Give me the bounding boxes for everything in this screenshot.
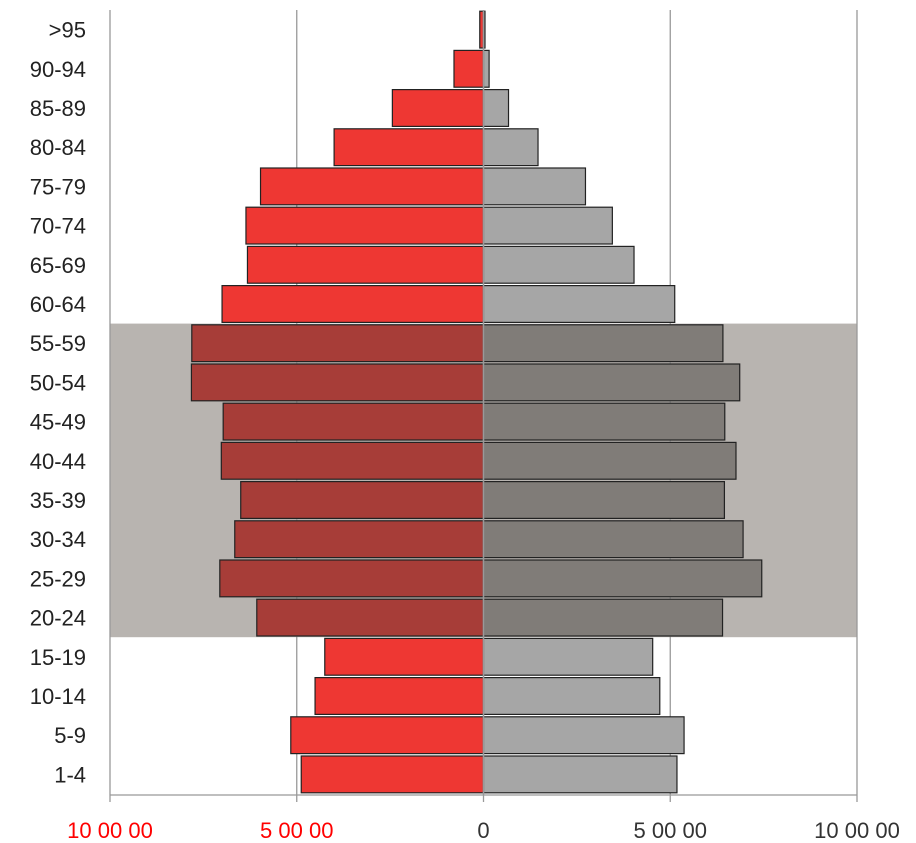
category-label: 10-14 — [30, 684, 86, 709]
right-bar-50-54 — [482, 363, 741, 402]
category-label: 35-39 — [30, 488, 86, 513]
right-bar-25-29 — [482, 559, 763, 598]
left-bar-50-54 — [190, 363, 485, 402]
x-tick-label: 5 00 00 — [260, 818, 333, 843]
category-label: 30-34 — [30, 527, 86, 552]
right-bar-20-24 — [482, 598, 724, 637]
left-bar-15-19 — [324, 637, 485, 676]
category-label: 90-94 — [30, 57, 86, 82]
right-bar-60-64 — [482, 285, 676, 324]
category-label: 70-74 — [30, 214, 86, 239]
left-bar-35-39 — [240, 481, 485, 520]
category-label: 60-64 — [30, 292, 86, 317]
right-bar-90-94 — [482, 49, 490, 88]
left-bar-55-59 — [191, 324, 485, 363]
right-bar-75-79 — [482, 167, 587, 206]
left-bar-5-9 — [290, 716, 485, 755]
right-bar-55-59 — [482, 324, 724, 363]
right-bar-70-74 — [482, 206, 613, 245]
category-label: 55-59 — [30, 331, 86, 356]
right-bar-35-39 — [482, 481, 726, 520]
right-bar-10-14 — [482, 676, 661, 715]
category-label: 50-54 — [30, 370, 86, 395]
left-bar-1-4 — [300, 755, 485, 794]
left-bar-40-44 — [220, 441, 485, 480]
x-tick-label: 10 00 00 — [67, 818, 153, 843]
category-label: 85-89 — [30, 96, 86, 121]
category-label: 5-9 — [54, 723, 86, 748]
right-bar-30-34 — [482, 520, 744, 559]
right-bar-40-44 — [482, 441, 737, 480]
right-bar-85-89 — [482, 88, 510, 127]
category-label: 1-4 — [54, 762, 86, 787]
left-bar-30-34 — [234, 520, 485, 559]
left-bar-75-79 — [259, 167, 485, 206]
category-label: 65-69 — [30, 253, 86, 278]
right-bar-65-69 — [482, 245, 635, 284]
right-bar-45-49 — [482, 402, 726, 441]
left-bar-60-64 — [221, 285, 485, 324]
category-label: 15-19 — [30, 645, 86, 670]
right-bar-5-9 — [482, 716, 685, 755]
left-bar-65-69 — [246, 245, 485, 284]
category-label: 40-44 — [30, 449, 86, 474]
right-bar-80-84 — [482, 128, 539, 167]
right-bar-1-4 — [482, 755, 678, 794]
left-bar-45-49 — [222, 402, 485, 441]
left-bar-10-14 — [314, 676, 485, 715]
left-bar-80-84 — [333, 128, 485, 167]
left-bar-90-94 — [453, 49, 485, 88]
category-label: 20-24 — [30, 606, 86, 631]
x-tick-label: 10 00 00 — [814, 818, 900, 843]
category-label: 25-29 — [30, 566, 86, 591]
category-label: >95 — [49, 18, 86, 43]
x-tick-label: 5 00 00 — [634, 818, 707, 843]
category-label: 80-84 — [30, 135, 86, 160]
left-bar-25-29 — [219, 559, 485, 598]
category-label: 75-79 — [30, 174, 86, 199]
x-tick-label: 0 — [477, 818, 489, 843]
left-bar-70-74 — [245, 206, 485, 245]
left-bar-85-89 — [391, 88, 485, 127]
category-label: 45-49 — [30, 410, 86, 435]
left-bar-20-24 — [256, 598, 485, 637]
right-bar-15-19 — [482, 637, 654, 676]
